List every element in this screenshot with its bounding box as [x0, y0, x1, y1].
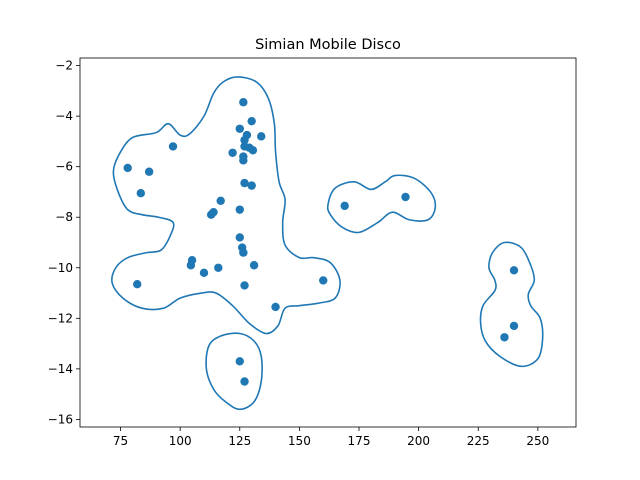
x-tick-label: 200 [407, 434, 430, 448]
scatter-point [214, 263, 223, 272]
scatter-point [235, 205, 244, 214]
scatter-point [249, 261, 259, 270]
scatter-point [340, 201, 349, 211]
scatter-point [240, 281, 249, 290]
scatter-point [136, 189, 146, 198]
scatter-point [123, 163, 132, 173]
y-tick-label: −8 [55, 210, 73, 224]
scatter-point [235, 357, 244, 366]
scatter-point [206, 210, 216, 219]
x-tick-label: 125 [228, 434, 251, 448]
scatter-point [257, 132, 266, 141]
scatter-point [319, 276, 328, 285]
scatter-point [240, 135, 249, 145]
scatter-point [500, 333, 509, 342]
plot-area [111, 76, 544, 411]
x-tick-label: 100 [169, 434, 192, 448]
scatter-point [509, 266, 519, 275]
x-tick-label: 150 [288, 434, 311, 448]
scatter-point [401, 192, 410, 202]
scatter-point [247, 181, 256, 190]
scatter-point [239, 248, 248, 257]
density-contour [111, 76, 341, 335]
density-contour [479, 241, 544, 368]
scatter-point [186, 261, 196, 270]
axes: 75 100 125 150 175 200 225 250 −2 −4 −6 −8 −10 −12 −14… [48, 59, 550, 448]
scatter-point [247, 116, 256, 126]
y-tick-label: −16 [48, 412, 73, 426]
scatter-point [144, 167, 154, 176]
axes-frame [79, 57, 577, 428]
scatter-point [216, 196, 225, 205]
y-tick-label: −12 [48, 311, 73, 325]
scatter-point [235, 124, 244, 133]
scatter-point [133, 280, 142, 289]
scatter-point [168, 142, 178, 151]
y-tick-label: −14 [48, 362, 73, 376]
scatter-point [228, 148, 237, 157]
density-contour [205, 332, 263, 411]
scatter-point [240, 377, 249, 386]
y-tick-label: −10 [48, 261, 73, 275]
scatter-point [239, 98, 248, 107]
x-tick-label: 175 [348, 434, 371, 448]
scatter-point [248, 146, 258, 155]
scatter-point [239, 156, 248, 165]
x-tick-label: 250 [526, 434, 549, 448]
y-tick-label: −6 [55, 160, 73, 174]
y-tick-label: −4 [55, 109, 73, 123]
y-tick-label: −2 [55, 59, 73, 73]
scatter-point [509, 321, 519, 331]
x-tick-label: 75 [113, 434, 128, 448]
scatter-point [271, 302, 280, 312]
scatter-point [235, 233, 244, 242]
density-contour [326, 174, 437, 234]
x-tick-label: 225 [467, 434, 490, 448]
scatter-point [240, 178, 249, 188]
scatter-point [199, 268, 209, 278]
chart-title: Simian Mobile Disco [255, 37, 401, 53]
